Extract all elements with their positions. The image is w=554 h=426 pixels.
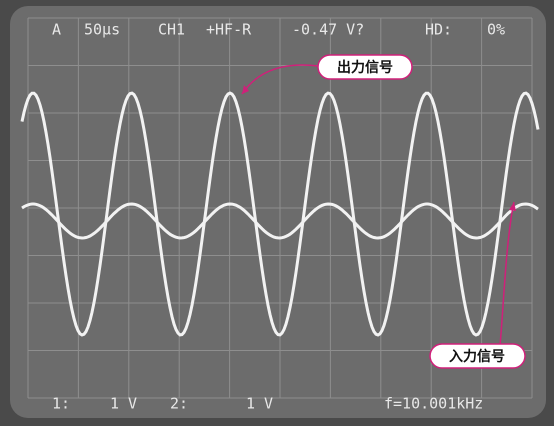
readout-text: f=10.001kHz xyxy=(384,395,483,413)
readout-text: 1 V xyxy=(110,395,137,413)
readout-text: 50μs xyxy=(84,21,120,39)
readout-text: CH1 xyxy=(158,21,185,39)
readout-text: HD: xyxy=(425,21,452,39)
readout-text: 1: xyxy=(52,395,70,413)
readout-text: +HF-R xyxy=(206,21,252,39)
bottom-readout: 1: 1 V 2: 1 V f=10.001kHz xyxy=(52,395,483,413)
readout-text: 0% xyxy=(487,21,505,39)
output-label: 出力信号 xyxy=(337,59,393,76)
oscilloscope-photo: A 50μs CH1 +HF-R -0.47 V? HD: 0% 1: 1 V 2: 1 V f=1… xyxy=(0,0,554,426)
readout-text: -0.47 V? xyxy=(292,21,364,39)
input-label: 入力信号 xyxy=(449,348,505,365)
readout-text: 1 V xyxy=(246,395,273,413)
readout-text: 2: xyxy=(170,395,188,413)
readout-text: A xyxy=(52,21,61,39)
